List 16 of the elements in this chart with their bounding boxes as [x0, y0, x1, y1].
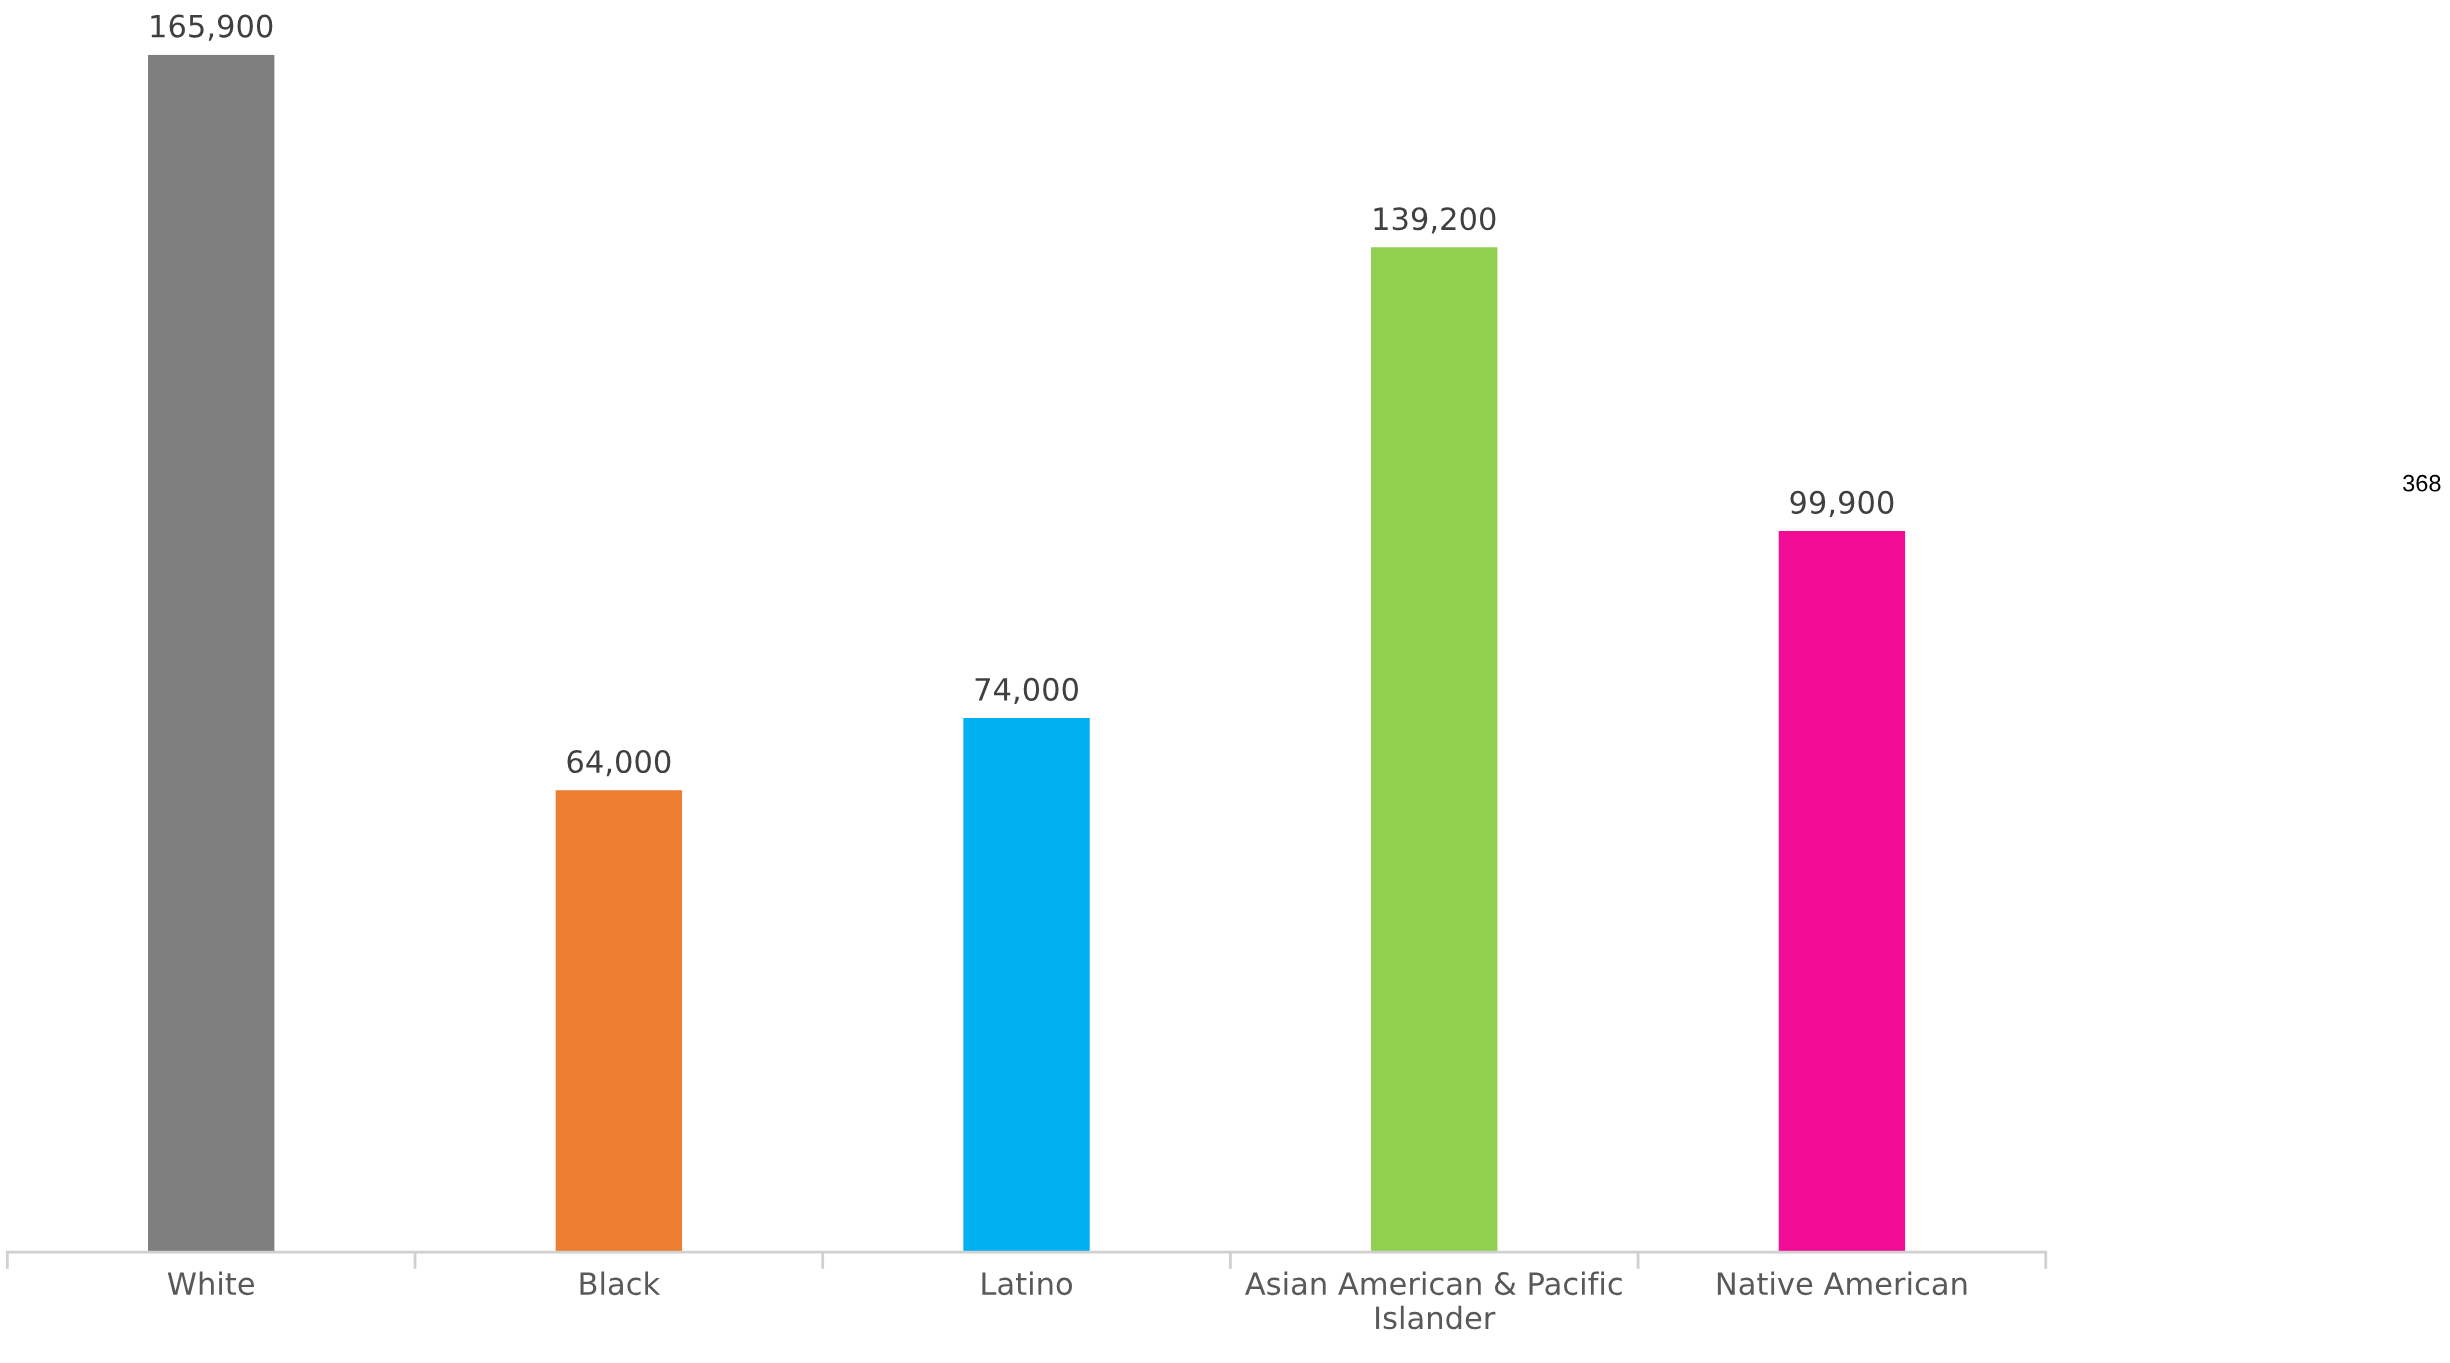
data-label: 139,200: [1374, 207, 1496, 234]
data-label: 165,900: [151, 14, 273, 41]
x-tick-label: Asian American & Pacific Islander: [1245, 1271, 1622, 1330]
x-tick-label: White: [167, 1271, 254, 1296]
text: 368: [2403, 474, 2441, 492]
bar: [1778, 531, 1906, 1253]
bar: [1371, 247, 1498, 1253]
x-tick-label: Black: [580, 1271, 661, 1296]
data-label: 74,000: [975, 677, 1078, 705]
data-label: 99,900: [1790, 490, 1894, 518]
bar: [148, 54, 275, 1253]
bar: [555, 790, 683, 1253]
x-tick-label: Latino: [982, 1271, 1073, 1296]
bar: [963, 717, 1090, 1253]
x-tick-label: Native American: [1717, 1271, 1967, 1296]
data-label: 64,000: [567, 749, 671, 777]
